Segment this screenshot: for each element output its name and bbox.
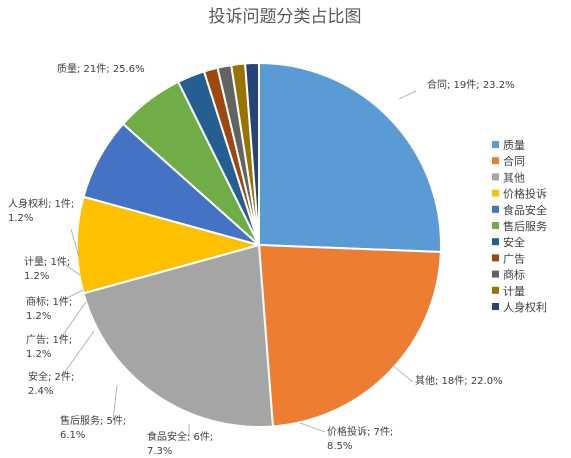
- legend-label-售后服务: 售后服务: [503, 219, 547, 233]
- legend-label-广告: 广告: [503, 252, 525, 265]
- legend-swatch-人身权利: [492, 303, 499, 310]
- legend-label-人身权利: 人身权利: [503, 300, 547, 314]
- pie-slice-质量: [258, 61, 442, 254]
- legend-label-商标: 商标: [503, 268, 525, 282]
- leader-line-合同: [398, 90, 417, 100]
- leader-line-售后服务: [112, 384, 118, 422]
- legend-label-其他: 其他: [503, 171, 525, 184]
- legend-swatch-合同: [492, 157, 499, 165]
- data-label-质量: 质量; 21件; 25.6%: [57, 63, 145, 75]
- legend-swatch-质量: [492, 141, 499, 148]
- legend-label-合同: 合同: [503, 154, 525, 168]
- pie-slice-人身权利: [243, 61, 260, 246]
- data-label-合同: 合同; 19件; 23.2%: [427, 78, 515, 91]
- leader-line-计量: [60, 261, 81, 276]
- legend-label-安全: 安全: [503, 235, 525, 249]
- leader-line-商标: [60, 289, 84, 302]
- data-label-价格投诉: 价格投诉; 7件; 8.5%: [327, 425, 393, 452]
- data-label-计量: 计量; 1件; 1.2%: [24, 255, 70, 282]
- leader-line-广告: [59, 301, 87, 340]
- data-label-其他: 其他; 18件; 22.0%: [415, 374, 503, 387]
- data-label-食品安全: 食品安全; 6件; 7.3%: [147, 430, 213, 457]
- leader-line-其他: [391, 364, 414, 383]
- pie-slice-其他: [82, 243, 275, 428]
- legend-swatch-价格投诉: [492, 189, 499, 197]
- legend-swatch-其他: [492, 173, 499, 181]
- data-labels: 质量; 21件; 25.6% 合同; 19件; 23.2% 其他; 18件; 22.…: [8, 63, 515, 457]
- data-label-人身权利: 人身权利; 1件; 1.2%: [8, 197, 74, 224]
- data-label-售后服务: 售后服务; 5件; 6.1%: [60, 414, 126, 441]
- legend-swatch-计量: [492, 286, 499, 294]
- leader-lines: [59, 90, 417, 437]
- legend-label-食品安全: 食品安全: [503, 203, 547, 217]
- data-label-安全: 安全; 2件; 2.4%: [28, 370, 74, 397]
- pie-slice-价格投诉: [76, 195, 263, 295]
- data-label-商标: 商标; 1件; 1.2%: [26, 295, 72, 322]
- legend-label-质量: 质量: [503, 139, 525, 152]
- pie-slice-合同: [257, 243, 442, 428]
- legend-swatch-食品安全: [492, 205, 499, 213]
- leader-line-人身权利: [70, 228, 80, 258]
- leader-line-安全: [61, 330, 95, 377]
- legend-swatch-安全: [492, 238, 499, 246]
- chart-title: 投诉问题分类占比图: [209, 7, 362, 27]
- legend-label-价格投诉: 价格投诉: [503, 187, 547, 201]
- data-label-广告: 广告; 1件; 1.2%: [26, 333, 72, 360]
- pie-slices: [76, 61, 442, 428]
- leader-line-价格投诉: [299, 422, 326, 433]
- legend-swatch-售后服务: [492, 222, 499, 229]
- legend-swatch-商标: [492, 270, 499, 278]
- legend-swatch-广告: [492, 254, 499, 262]
- legend-label-计量: 计量: [503, 285, 525, 298]
